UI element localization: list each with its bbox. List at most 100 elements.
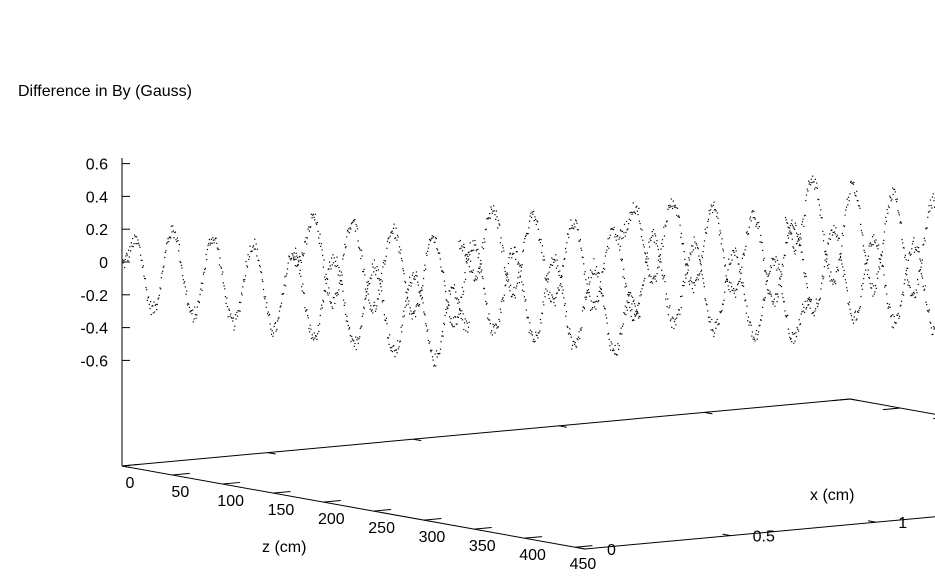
data-point [625, 231, 627, 233]
data-point [140, 254, 142, 256]
data-point [697, 274, 699, 276]
data-point [259, 266, 261, 268]
data-point [796, 235, 798, 238]
data-point [486, 302, 488, 304]
data-point [557, 287, 559, 289]
data-point [278, 310, 281, 312]
data-point [636, 312, 638, 314]
data-point [890, 316, 892, 318]
data-point [711, 318, 713, 321]
data-point [681, 295, 683, 297]
data-point [295, 247, 297, 249]
data-point [374, 310, 377, 312]
data-point [634, 213, 636, 215]
data-point [398, 251, 400, 253]
data-point [364, 274, 366, 276]
data-point [385, 255, 387, 257]
data-point [806, 283, 808, 285]
data-point [485, 300, 487, 302]
data-point [474, 278, 476, 280]
data-point [171, 231, 173, 233]
data-point [234, 314, 237, 316]
data-point [246, 265, 248, 267]
data-point [351, 222, 353, 224]
data-point [899, 222, 901, 224]
data-point [617, 343, 619, 345]
data-point [608, 338, 610, 340]
data-point [440, 266, 442, 268]
data-point [351, 338, 353, 340]
data-point [683, 251, 685, 253]
data-point [360, 326, 362, 328]
data-point [137, 239, 139, 241]
data-point [293, 259, 295, 261]
data-point [467, 252, 469, 254]
data-point [885, 285, 887, 287]
data-point [551, 257, 553, 259]
data-point [698, 274, 700, 276]
data-point [143, 275, 145, 277]
data-point [733, 251, 735, 253]
data-point [870, 287, 872, 289]
data-point [794, 253, 796, 255]
data-point [231, 317, 233, 319]
data-point [338, 282, 340, 284]
data-point [413, 312, 415, 314]
data-point [638, 220, 640, 222]
data-point [623, 277, 625, 279]
data-point [488, 313, 490, 315]
data-point [350, 223, 353, 225]
data-point [151, 305, 153, 307]
data-point [728, 263, 730, 265]
data-point [378, 289, 380, 291]
data-point [564, 303, 566, 305]
data-point [460, 317, 462, 319]
data-point [444, 285, 446, 287]
data-point [739, 278, 741, 280]
data-point [634, 305, 636, 307]
data-point [723, 299, 725, 301]
data-point [907, 284, 909, 286]
data-point [756, 338, 758, 340]
data-point [866, 273, 869, 276]
data-point [439, 258, 441, 260]
data-point [718, 234, 720, 236]
data-point [859, 207, 861, 209]
data-point [299, 273, 301, 275]
data-point [467, 326, 470, 328]
data-point [670, 318, 672, 320]
data-point [599, 281, 602, 283]
data-point [900, 222, 902, 224]
data-point [614, 344, 616, 347]
data-point [927, 211, 930, 213]
data-point [376, 266, 378, 268]
data-point [449, 316, 451, 318]
data-point [497, 326, 499, 328]
data-point [526, 232, 528, 234]
far-edge-line [849, 398, 935, 415]
data-point [385, 320, 387, 322]
data-point [365, 295, 367, 297]
data-point [661, 242, 663, 245]
data-point [545, 279, 548, 281]
data-point [600, 288, 602, 290]
data-point [438, 252, 440, 254]
data-point [521, 264, 523, 266]
data-point [678, 309, 680, 311]
data-point [463, 290, 465, 292]
data-point [840, 259, 842, 261]
data-point [401, 324, 403, 326]
data-point [804, 300, 806, 303]
data-point [789, 224, 792, 227]
data-point [687, 265, 689, 267]
data-point [725, 280, 727, 282]
data-point [149, 308, 151, 310]
data-point [341, 280, 343, 282]
data-point [875, 285, 877, 287]
data-point [928, 311, 930, 313]
data-point [397, 348, 399, 350]
data-point [930, 204, 932, 207]
data-point [466, 322, 468, 324]
data-point [557, 265, 559, 267]
data-point [188, 306, 190, 308]
